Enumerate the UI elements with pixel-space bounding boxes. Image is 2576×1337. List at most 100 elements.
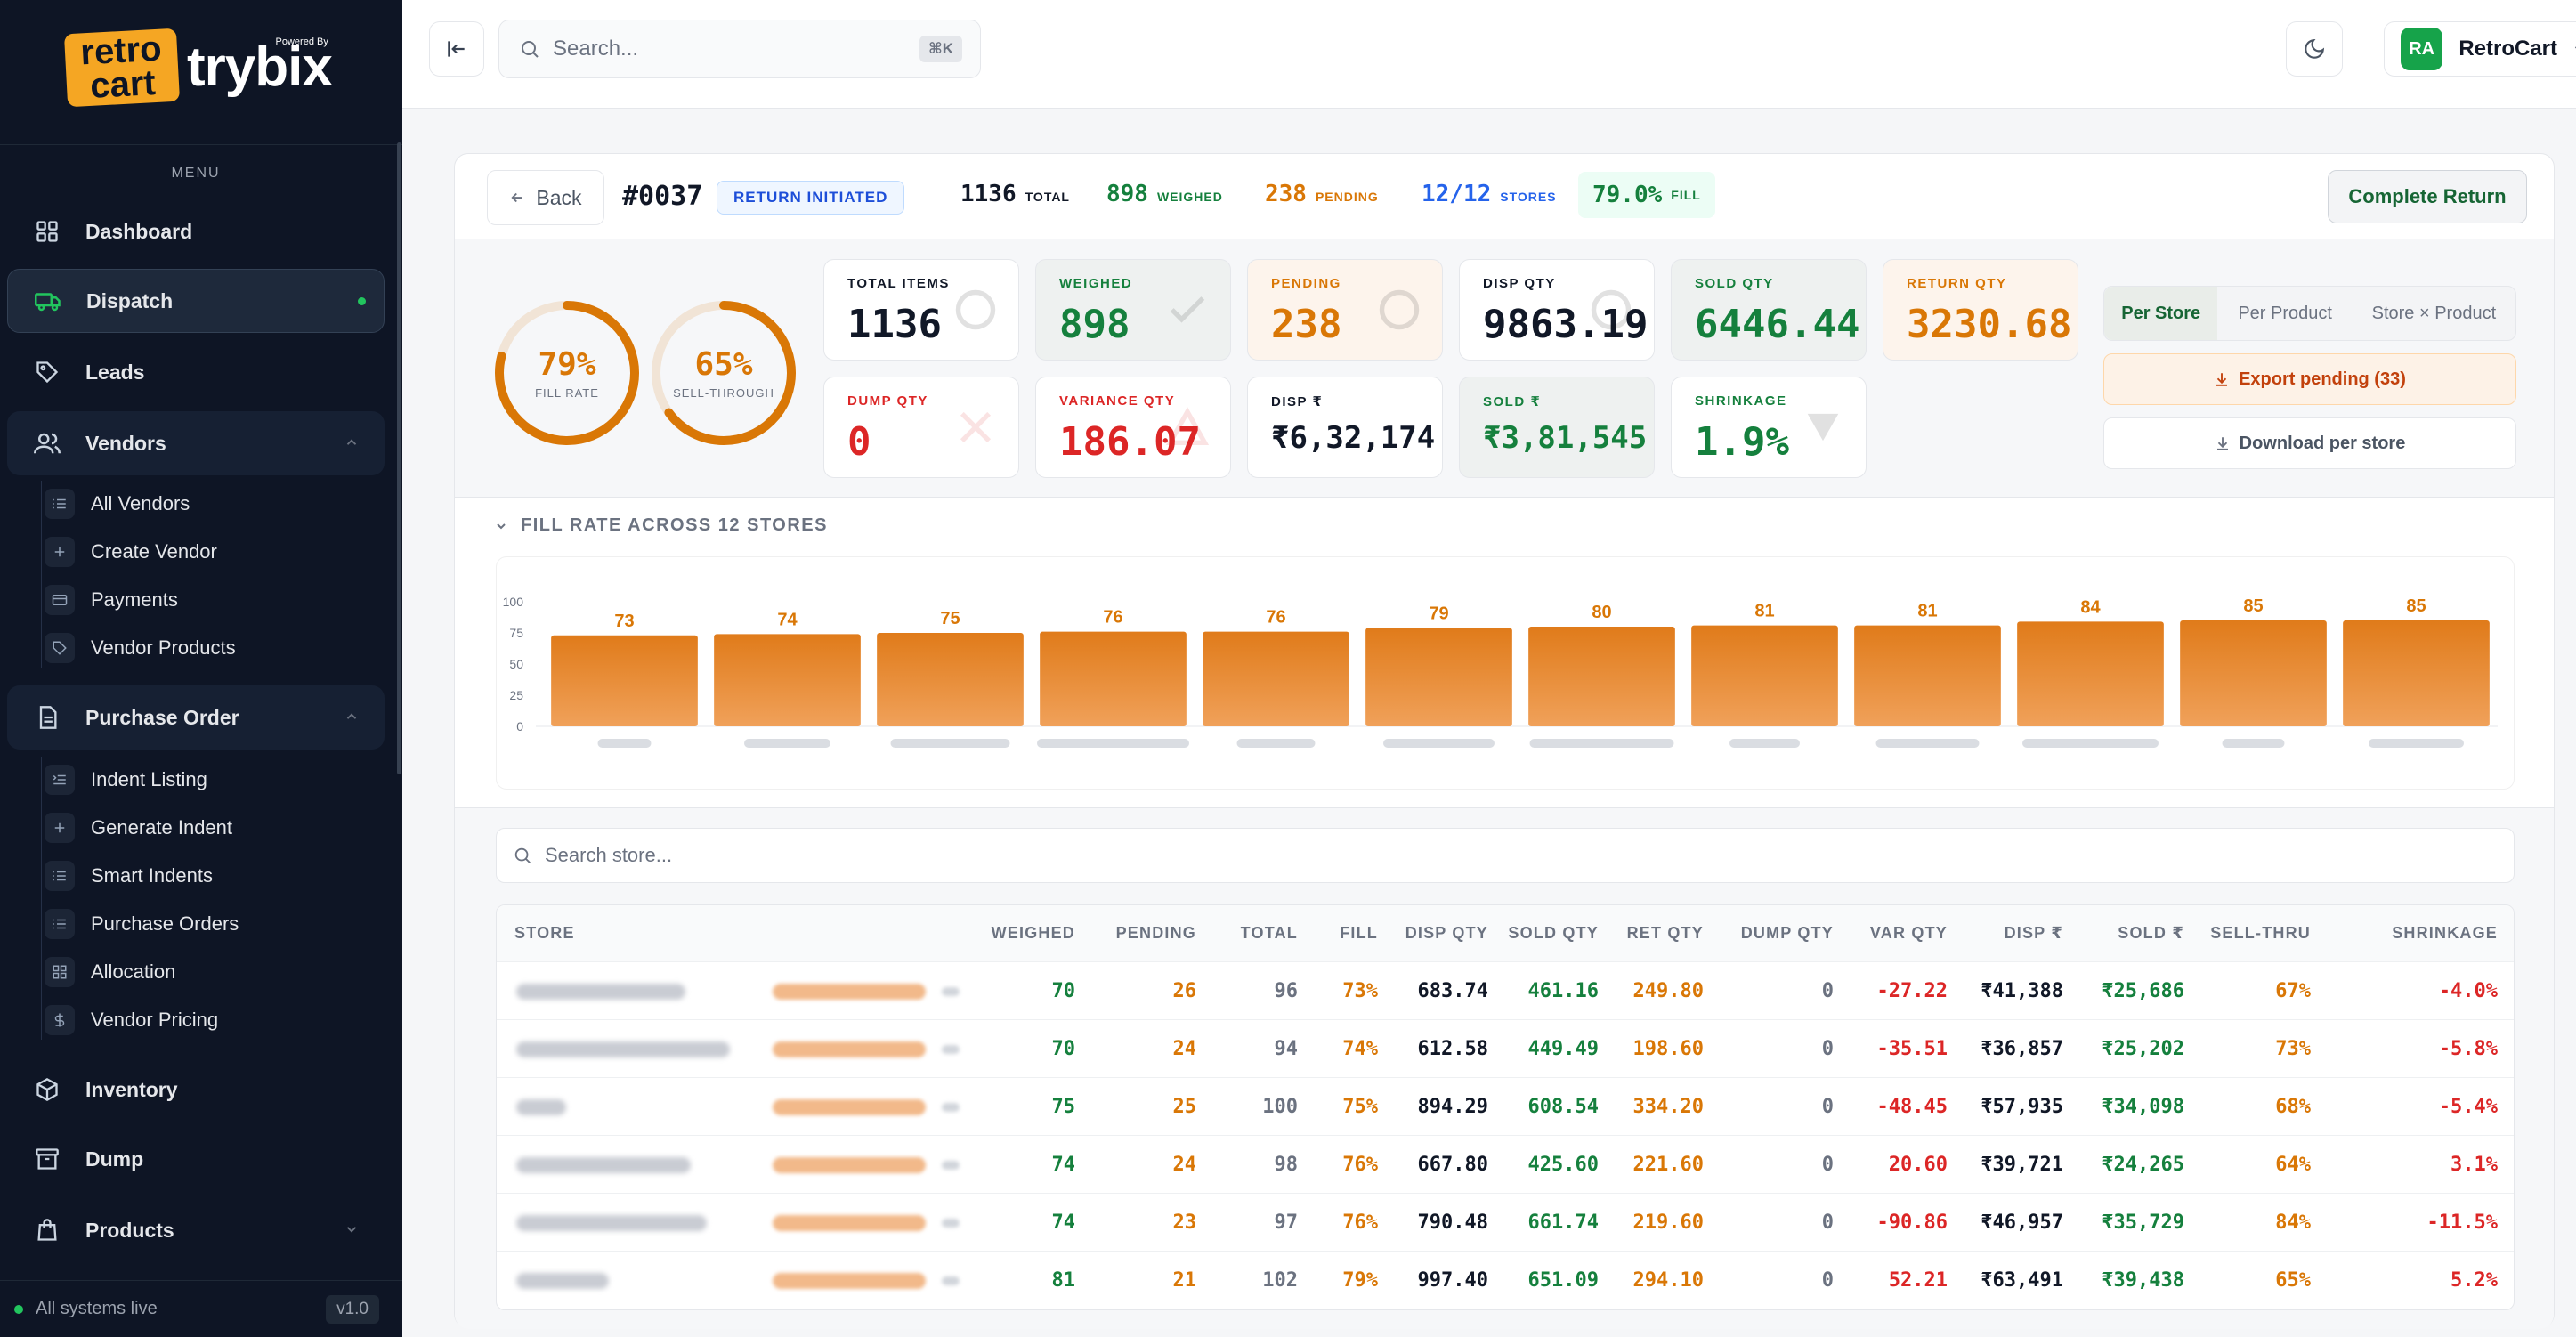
sidebar-subitem-generate-indent[interactable]: Generate Indent xyxy=(45,805,232,851)
chart-bar[interactable] xyxy=(1854,625,2001,726)
col-header-disp-amount[interactable]: DISP ₹ xyxy=(2004,924,2063,942)
col-header-pending[interactable]: PENDING xyxy=(1115,924,1196,942)
tab-per-store[interactable]: Per Store xyxy=(2104,287,2218,340)
brand-badge-line2: cart xyxy=(89,63,157,106)
theme-toggle-button[interactable] xyxy=(2286,21,2343,77)
download-per-store-button[interactable]: Download per store xyxy=(2103,417,2516,469)
table-row[interactable]: 70 26 96 73% 683.74 461.16 249.80 0 -27.22 ₹41,38… xyxy=(497,962,2514,1020)
cell-fill: 79% xyxy=(1342,1269,1378,1292)
status-text: All systems live xyxy=(36,1299,158,1318)
chart-data-label: 85 xyxy=(2243,596,2263,616)
collapse-sidebar-button[interactable] xyxy=(429,21,484,77)
sidebar-scrollbar[interactable] xyxy=(397,142,401,774)
cell-dump-qty: 0 xyxy=(1821,1269,1834,1292)
table-row[interactable]: 74 23 97 76% 790.48 661.74 219.60 0 -90.86 ₹46,95… xyxy=(497,1194,2514,1252)
sidebar-subitem-vendor-pricing[interactable]: Vendor Pricing xyxy=(45,997,218,1043)
sidebar-item-dashboard[interactable]: Dashboard xyxy=(7,199,385,263)
tab-per-product[interactable]: Per Product xyxy=(2238,303,2332,323)
sidebar-item-dump[interactable]: Dump xyxy=(7,1127,385,1191)
y-tick-label: 50 xyxy=(509,657,523,671)
kpi-value: 3230.68 xyxy=(1907,302,2072,347)
download-per-store-label: Download per store xyxy=(2239,433,2406,453)
bag-icon xyxy=(34,1217,61,1244)
export-pending-button[interactable]: Export pending (33) xyxy=(2103,353,2516,405)
brand-name: trybix xyxy=(187,36,333,98)
sidebar-subitem-label: All Vendors xyxy=(91,492,190,515)
table-row[interactable]: 75 25 100 75% 894.29 608.54 334.20 0 -48.45 ₹57,9… xyxy=(497,1078,2514,1136)
cell-sold-amt: ₹25,202 xyxy=(2102,1037,2184,1060)
x-tick-label-redacted xyxy=(597,739,652,748)
sidebar-item-purchase-order[interactable]: Purchase Order xyxy=(7,685,385,750)
order-id: #0037 xyxy=(622,181,703,212)
sidebar-subitem-all-vendors[interactable]: All Vendors xyxy=(45,481,190,527)
table-row[interactable]: 70 24 94 74% 612.58 449.49 198.60 0 -35.51 ₹36,85… xyxy=(497,1020,2514,1078)
sell-through-label: SELL-THROUGH xyxy=(673,386,774,400)
sidebar-divider xyxy=(0,144,402,145)
tab-store-x-product[interactable]: Store × Product xyxy=(2371,303,2497,323)
sidebar-subitem-allocation[interactable]: Allocation xyxy=(45,949,175,995)
chart-bar[interactable] xyxy=(1365,628,1512,726)
store-search-input[interactable]: Search store... xyxy=(496,828,2515,883)
back-button[interactable]: Back xyxy=(487,170,604,225)
table-row[interactable]: 74 24 98 76% 667.80 425.60 221.60 0 20.60 ₹39,721… xyxy=(497,1136,2514,1194)
x-icon xyxy=(952,404,999,450)
col-header-var-qty[interactable]: VAR QTY xyxy=(1869,924,1948,942)
sidebar-item-products[interactable]: Products xyxy=(7,1198,385,1262)
chart-bar[interactable] xyxy=(1040,631,1187,726)
col-header-disp-qty[interactable]: DISP QTY xyxy=(1405,924,1488,942)
cell-pending: 25 xyxy=(1172,1095,1197,1118)
col-header-ret-qty[interactable]: RET QTY xyxy=(1626,924,1704,942)
col-header-total[interactable]: TOTAL xyxy=(1240,924,1298,942)
cell-sold-qty: 425.60 xyxy=(1527,1153,1599,1176)
col-header-fill[interactable]: FILL xyxy=(1340,924,1378,942)
col-header-sold-qty[interactable]: SOLD QTY xyxy=(1508,924,1599,942)
chart-bar[interactable] xyxy=(877,633,1024,726)
cell-dump-qty: 0 xyxy=(1821,979,1834,1002)
col-header-sell-thru[interactable]: SELL-THRU xyxy=(2210,924,2311,942)
sidebar-subitem-purchase-orders[interactable]: Purchase Orders xyxy=(45,901,239,947)
table-row[interactable]: 81 21 102 79% 997.40 651.09 294.10 0 52.21 ₹63,49… xyxy=(497,1252,2514,1309)
sidebar-subitem-payments[interactable]: Payments xyxy=(45,577,178,623)
chart-bar[interactable] xyxy=(714,634,861,726)
chart-bar[interactable] xyxy=(551,635,698,726)
brand-logo[interactable]: retro cart Powered By trybix xyxy=(63,28,333,108)
sidebar-subitem-indent-listing[interactable]: Indent Listing xyxy=(45,757,207,803)
sidebar-subitem-create-vendor[interactable]: Create Vendor xyxy=(45,529,217,575)
col-header-sold-amount[interactable]: SOLD ₹ xyxy=(2118,924,2184,942)
chart-bar[interactable] xyxy=(2017,621,2164,726)
stat-value: 898 xyxy=(1106,181,1148,207)
sidebar-item-leads[interactable]: Leads xyxy=(7,340,385,404)
truck-icon xyxy=(35,288,61,314)
sidebar-subitem-smart-indents[interactable]: Smart Indents xyxy=(45,853,213,899)
collapse-icon xyxy=(445,37,468,61)
x-tick-label-redacted xyxy=(1037,739,1189,748)
store-name-redacted xyxy=(516,984,685,1000)
cell-disp-qty: 683.74 xyxy=(1417,979,1488,1002)
col-header-store[interactable]: STORE xyxy=(514,924,575,942)
col-header-weighed[interactable]: WEIGHED xyxy=(991,924,1075,942)
sidebar-item-inventory[interactable]: Inventory xyxy=(7,1057,385,1122)
chart-bar[interactable] xyxy=(1691,625,1838,726)
cell-pending: 24 xyxy=(1172,1037,1197,1060)
chart-section-toggle[interactable]: FILL RATE ACROSS 12 STORES xyxy=(494,515,828,536)
cell-shrinkage: -5.8% xyxy=(2438,1037,2498,1060)
col-header-dump-qty[interactable]: DUMP QTY xyxy=(1740,924,1834,942)
chart-bar[interactable] xyxy=(2180,620,2327,726)
cell-sold-qty: 449.49 xyxy=(1527,1037,1599,1060)
user-menu[interactable]: RA RetroCart xyxy=(2384,21,2576,77)
cell-weighed: 81 xyxy=(1051,1269,1076,1292)
sidebar-item-dispatch[interactable]: Dispatch xyxy=(7,269,385,333)
chart-bar[interactable] xyxy=(2343,620,2490,726)
sidebar-subitem-vendor-products[interactable]: Vendor Products xyxy=(45,625,236,671)
check-icon xyxy=(1164,287,1211,333)
chart-bar[interactable] xyxy=(1528,627,1675,726)
global-search-input[interactable]: Search... ⌘K xyxy=(498,20,981,78)
store-name-redacted xyxy=(516,1215,707,1231)
cell-disp-amt: ₹39,721 xyxy=(1981,1153,2063,1176)
chart-bar[interactable] xyxy=(1203,631,1349,726)
complete-return-button[interactable]: Complete Return xyxy=(2328,170,2527,223)
sidebar-item-vendors[interactable]: Vendors xyxy=(7,411,385,475)
list-icon xyxy=(45,861,75,891)
col-header-shrinkage[interactable]: SHRINKAGE xyxy=(2392,924,2498,942)
topbar: Search... ⌘K RA RetroCart xyxy=(402,0,2576,109)
